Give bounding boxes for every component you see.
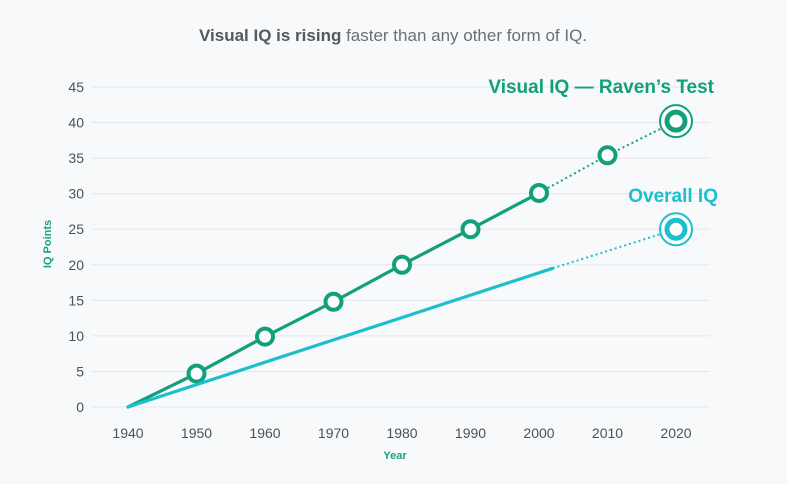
x-tick-1980: 1980 (386, 425, 417, 441)
series-0-point-1980 (392, 254, 412, 275)
y-tick-0: 0 (76, 399, 84, 415)
series-0 (126, 104, 693, 409)
series-0-point-2010 (597, 145, 618, 166)
x-tick-1940: 1940 (112, 425, 143, 441)
series-1-line (126, 266, 555, 409)
series-0-point-2000 (529, 182, 549, 203)
grid-lines (92, 86, 710, 408)
y-tick-5: 5 (76, 363, 84, 379)
y-tick-10: 10 (68, 328, 84, 344)
x-tick-1990: 1990 (455, 425, 486, 441)
chart-title-bold: Visual IQ is rising (199, 26, 341, 45)
x-tick-1960: 1960 (249, 425, 280, 441)
series-0-endpoint-2020 (659, 104, 693, 139)
chart-title-rest: faster than any other form of IQ. (341, 26, 587, 45)
series-label-visual-iq: Visual IQ — Raven’s Test (488, 77, 714, 98)
x-axis-label: Year (383, 450, 407, 462)
y-tick-30: 30 (68, 186, 84, 202)
y-tick-labels: 0 5 10 15 20 25 30 35 40 45 (68, 79, 84, 415)
x-tick-1970: 1970 (318, 425, 349, 441)
series-1-projection (552, 228, 677, 270)
y-tick-40: 40 (68, 115, 84, 131)
x-tick-2020: 2020 (660, 425, 691, 441)
series-1-endpoint-2020 (659, 212, 693, 247)
x-tick-2000: 2000 (523, 425, 554, 441)
series-0-projection (538, 120, 677, 194)
y-tick-45: 45 (68, 79, 84, 95)
y-tick-35: 35 (68, 150, 84, 166)
series-1 (126, 212, 693, 409)
series-0-point-1970 (323, 291, 344, 312)
x-tick-1950: 1950 (181, 425, 212, 441)
chart-title: Visual IQ is rising faster than any othe… (199, 26, 587, 45)
y-tick-15: 15 (68, 292, 84, 308)
y-axis-label: IQ Points (42, 220, 54, 268)
series-0-point-1950 (186, 363, 207, 384)
series-layer (126, 104, 693, 409)
y-tick-25: 25 (68, 221, 84, 237)
series-label-overall-iq: Overall IQ (628, 186, 718, 207)
y-tick-20: 20 (68, 257, 84, 273)
x-tick-2010: 2010 (592, 425, 623, 441)
series-0-point-1990 (460, 219, 481, 240)
series-0-point-1960 (255, 326, 275, 347)
x-tick-labels: 1940 1950 1960 1970 1980 1990 2000 2010 2020 (112, 425, 691, 441)
